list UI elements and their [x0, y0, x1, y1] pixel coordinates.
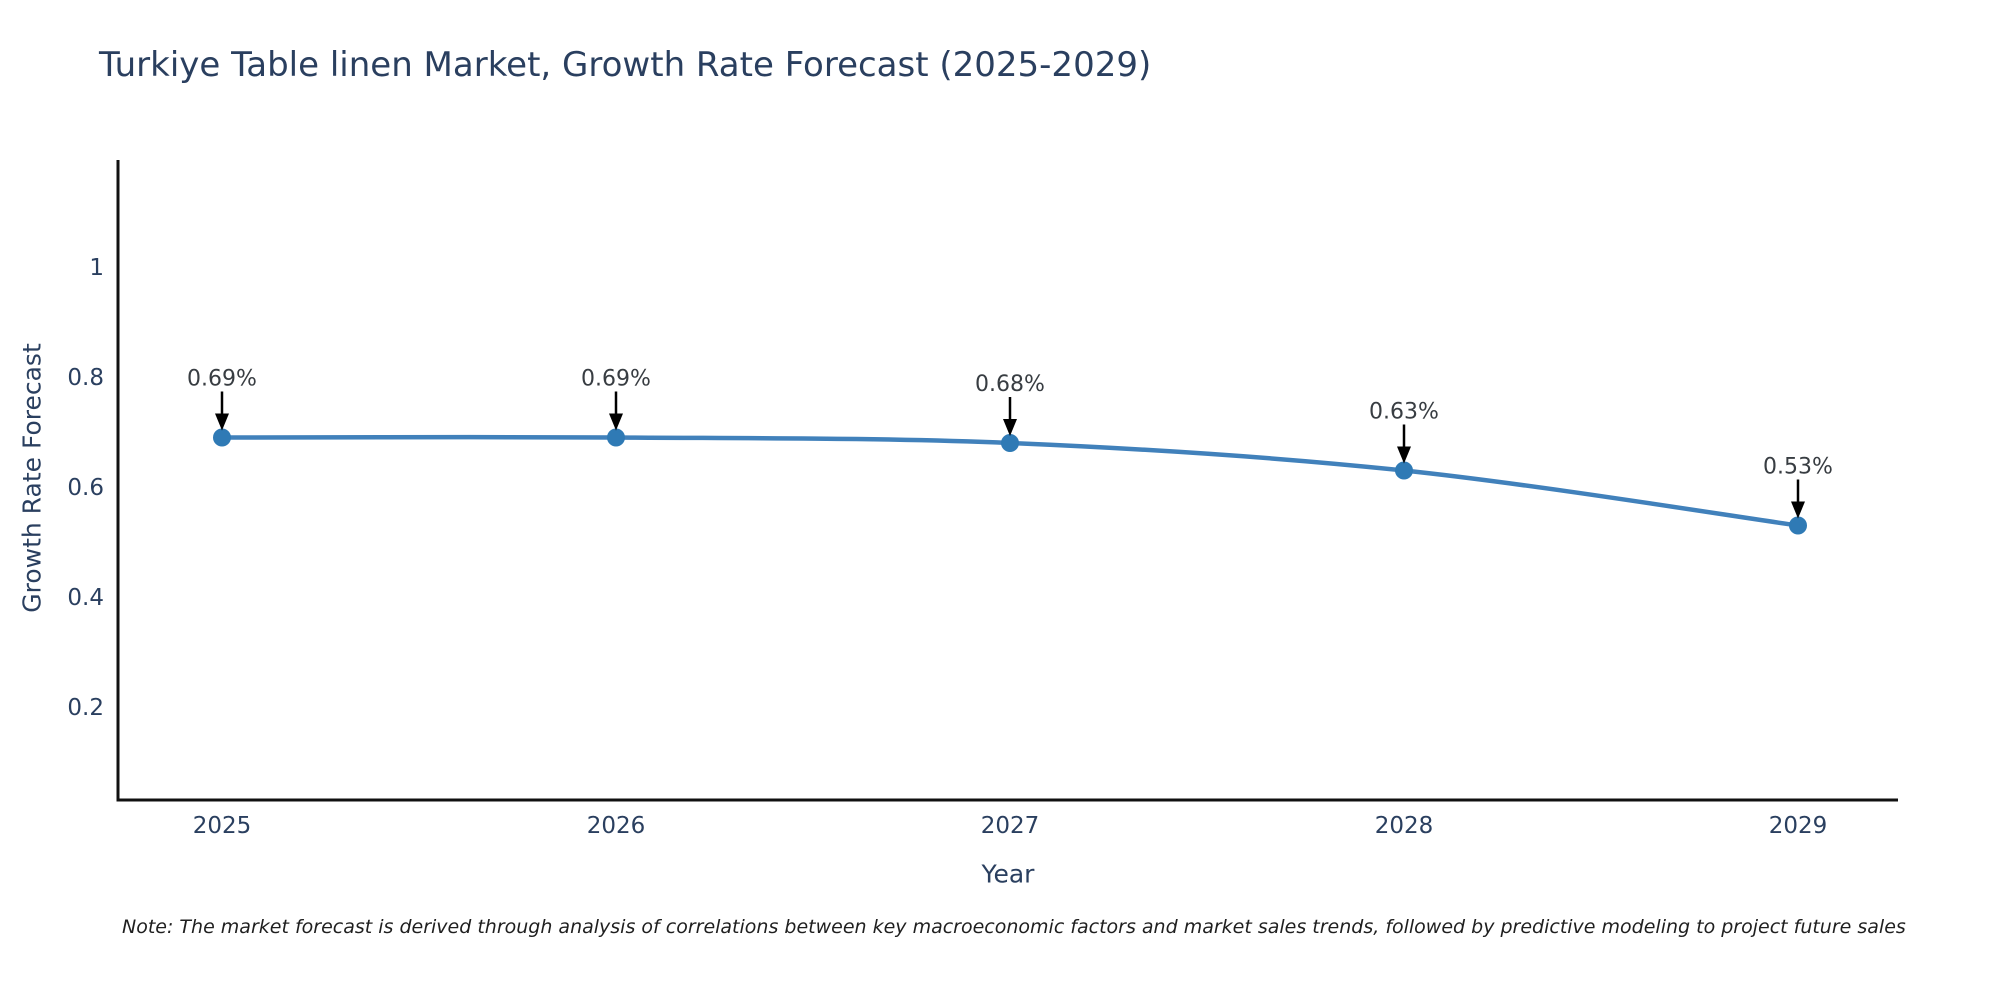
annotation-arrow-head	[1397, 446, 1411, 464]
data-point-label: 0.63%	[1369, 400, 1439, 425]
x-tick-label: 2029	[1769, 813, 1828, 839]
footnote: Note: The market forecast is derived thr…	[122, 916, 1906, 938]
y-tick-label: 0.2	[67, 695, 104, 721]
data-point-marker	[1789, 516, 1807, 535]
y-tick-label: 1	[89, 255, 104, 281]
data-point-label: 0.69%	[187, 367, 257, 392]
annotation-arrow-head	[1791, 501, 1805, 519]
y-tick-label: 0.8	[67, 365, 104, 391]
annotation-arrow-head	[609, 413, 623, 431]
chart-title: Turkiye Table linen Market, Growth Rate …	[99, 45, 1152, 85]
x-tick-label: 2027	[981, 813, 1040, 839]
annotation-arrow-head	[215, 413, 229, 431]
x-tick-label: 2026	[587, 813, 646, 839]
annotation-arrow-head	[1003, 419, 1017, 436]
data-point-label: 0.68%	[975, 372, 1045, 397]
data-point-marker	[213, 428, 231, 447]
x-axis-title: Year	[981, 859, 1035, 889]
data-point-marker	[607, 428, 625, 447]
data-point-marker	[1395, 461, 1413, 480]
x-tick-label: 2028	[1375, 813, 1434, 839]
y-tick-label: 0.6	[67, 475, 104, 501]
y-axis-title: Growth Rate Forecast	[17, 343, 47, 613]
x-tick-label: 2025	[193, 813, 252, 839]
y-tick-label: 0.4	[67, 585, 104, 611]
data-point-label: 0.53%	[1763, 455, 1833, 480]
data-point-marker	[1001, 434, 1019, 452]
data-point-label: 0.69%	[581, 367, 651, 392]
